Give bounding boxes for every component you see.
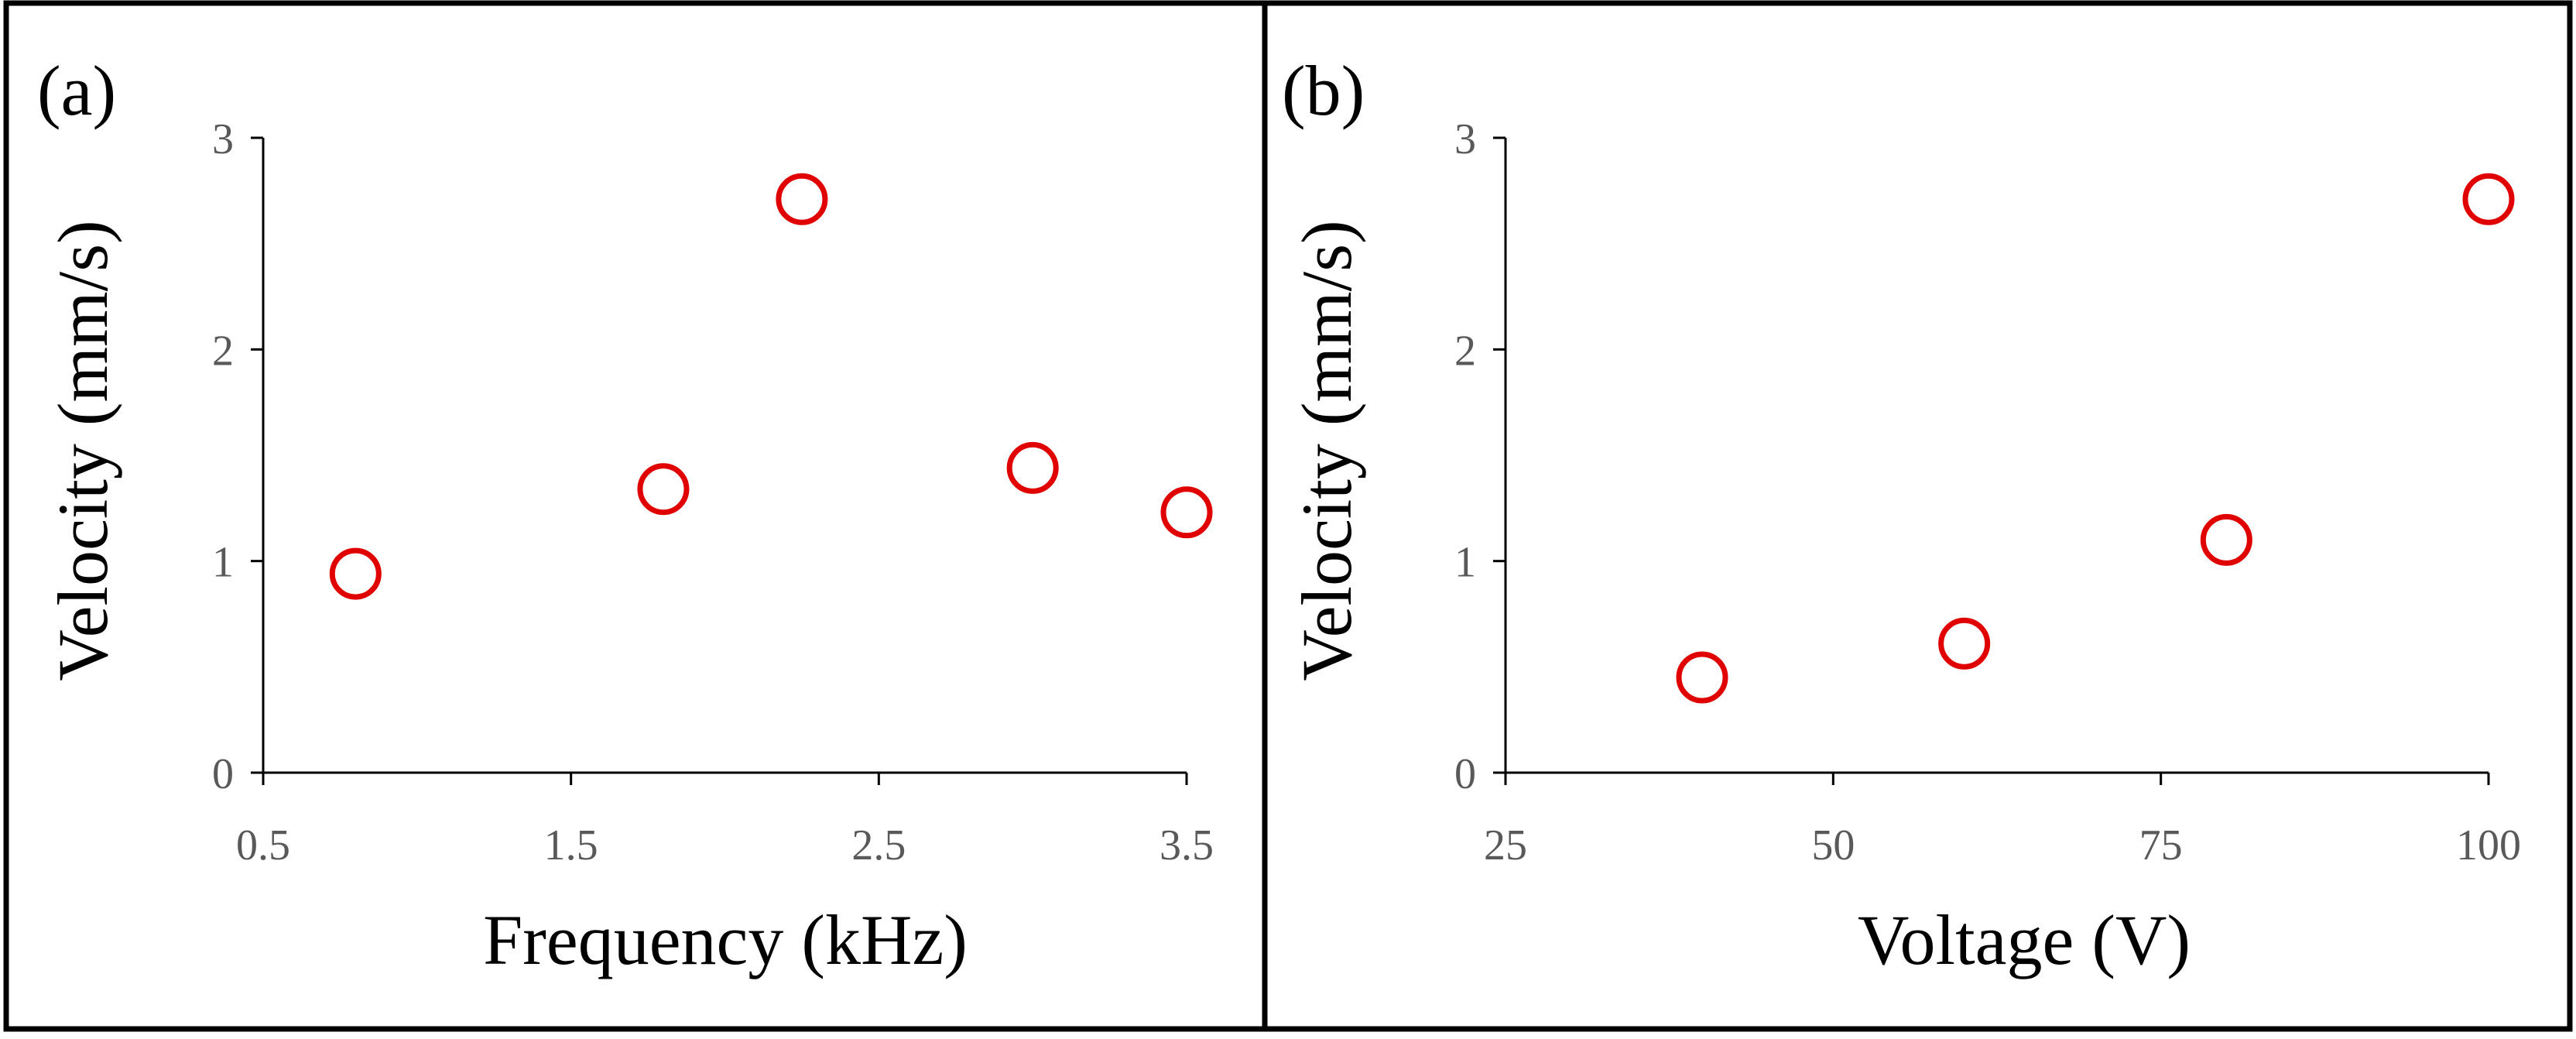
y-tick-label-b: 1	[1454, 539, 1476, 587]
data-point-a	[1006, 441, 1059, 494]
data-point-b	[2200, 513, 2252, 566]
y-tick-label-b: 3	[1454, 115, 1476, 163]
chart-a: (a) Velocity (mm/s) Frequency (kHz) 0 1 2 3…	[37, 51, 1214, 979]
y-tick-label-a: 1	[212, 539, 234, 587]
y-tick-label-b: 2	[1454, 327, 1476, 375]
y-tick-label-a: 3	[212, 115, 234, 163]
x-tick-label-a: 2.5	[851, 821, 906, 869]
y-tick-label-a: 2	[212, 327, 234, 375]
x-tick-label-b: 50	[1811, 821, 1855, 869]
x-tick-label-b: 100	[2456, 821, 2521, 869]
data-point-a	[1160, 486, 1213, 539]
data-point-b	[1938, 617, 1991, 670]
x-tick-label-a: 3.5	[1160, 821, 1214, 869]
chart-b: (b) Velocity (mm/s) Voltage (V) 0 1 2 3 25 50…	[1282, 51, 2521, 979]
data-point-b	[2462, 173, 2515, 225]
x-tick-label-a: 0.5	[236, 821, 290, 869]
data-point-a	[329, 547, 382, 600]
x-tick-label-a: 1.5	[544, 821, 598, 869]
panel-label-a: (a)	[37, 51, 116, 130]
y-tick-label-a: 0	[212, 750, 234, 798]
x-tick-label-b: 75	[2139, 821, 2183, 869]
x-tick-label-b: 25	[1484, 821, 1527, 869]
x-axis-title-b: Voltage (V)	[1858, 900, 2191, 979]
data-point-b	[1676, 651, 1728, 704]
plot-area-a: 0 1 2 3 0.5 1.5 2.5 3.5	[212, 115, 1214, 869]
panel-label-b: (b)	[1282, 51, 1365, 130]
x-axis-title-a: Frequency (kHz)	[483, 900, 968, 979]
y-axis-title-b: Velocity (mm/s)	[1287, 220, 1366, 681]
y-tick-label-b: 0	[1454, 750, 1476, 798]
panel-b-frame	[1262, 0, 2573, 1032]
panel-a-frame	[3, 0, 1268, 1032]
data-point-a	[776, 173, 828, 225]
y-axis-title-a: Velocity (mm/s)	[43, 220, 122, 681]
plot-area-b: 0 1 2 3 25 50 75 100	[1454, 115, 2521, 869]
data-point-a	[637, 463, 690, 516]
